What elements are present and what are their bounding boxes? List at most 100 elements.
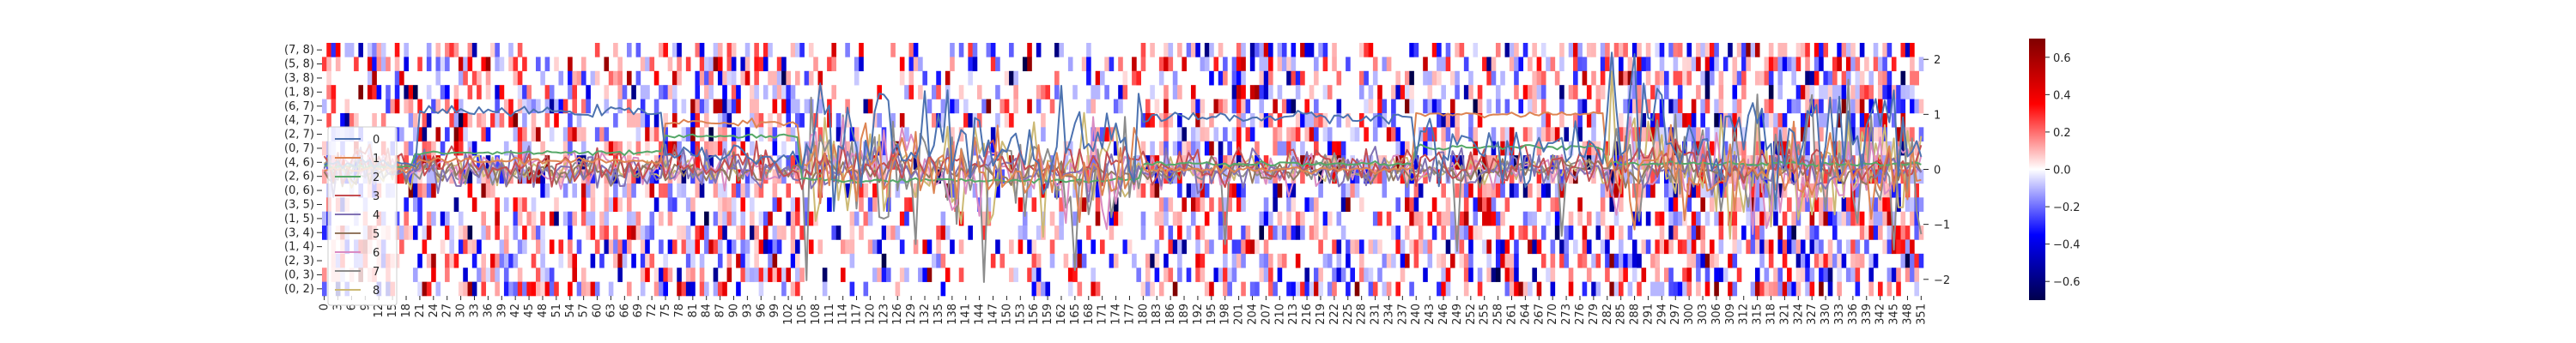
series-line-3 xyxy=(323,138,1923,192)
heatmap-cell xyxy=(877,239,882,255)
heatmap-cell xyxy=(1491,183,1497,198)
heatmap-cell xyxy=(653,169,659,184)
colorbar-tick-label: 0.2 xyxy=(2053,127,2071,140)
heatmap-cell xyxy=(1400,268,1406,282)
heatmap-cell xyxy=(1314,57,1319,72)
heatmap-cell xyxy=(576,70,582,86)
heatmap-cell xyxy=(1113,197,1119,212)
heatmap-cell xyxy=(790,85,796,99)
heatmap-cell xyxy=(1546,268,1551,282)
heatmap-cell xyxy=(762,43,769,57)
heatmap-cell xyxy=(1255,85,1260,99)
heatmap-cell xyxy=(1495,169,1501,184)
heatmap-cell xyxy=(945,70,951,86)
heatmap-cell xyxy=(704,239,709,255)
heatmap-cell xyxy=(1855,268,1861,282)
heatmap-cell xyxy=(495,99,500,114)
heatmap-cell xyxy=(1814,141,1820,156)
heatmap-cell xyxy=(380,57,386,72)
heatmap-cell xyxy=(1696,141,1701,156)
heatmap-cell xyxy=(750,99,755,114)
heatmap-cell xyxy=(1259,226,1265,240)
x-tick-label: 192 xyxy=(1192,304,1205,325)
heatmap-cell xyxy=(1837,112,1842,128)
heatmap-cell xyxy=(1800,239,1806,255)
x-tick-label: 171 xyxy=(1097,304,1109,325)
legend-label: 1 xyxy=(373,153,380,165)
heatmap-cell xyxy=(572,183,578,198)
heatmap-cell xyxy=(717,57,723,72)
heatmap-cell xyxy=(750,85,755,99)
heatmap-cell xyxy=(631,253,636,268)
heatmap-cell xyxy=(731,85,737,99)
heatmap-cell xyxy=(394,85,400,99)
heatmap-cell xyxy=(1546,112,1551,128)
heatmap-cell xyxy=(1619,155,1624,170)
heatmap-cell xyxy=(485,127,491,142)
heatmap-cell xyxy=(1322,253,1328,268)
heatmap-cell xyxy=(1332,169,1337,184)
heatmap-cell xyxy=(1841,211,1847,226)
heatmap-cell xyxy=(1764,268,1770,282)
heatmap-cell xyxy=(1368,281,1374,297)
heatmap-cell xyxy=(463,226,468,240)
heatmap-cell xyxy=(1859,169,1865,184)
x-tick-label: 63 xyxy=(605,304,617,318)
heatmap-cell xyxy=(1631,70,1637,86)
heatmap-cell xyxy=(1332,239,1337,255)
heatmap-cell xyxy=(522,226,527,240)
heatmap-cell xyxy=(376,43,382,57)
heatmap-cell xyxy=(1914,70,1919,86)
heatmap-cell xyxy=(899,211,905,226)
heatmap-cell xyxy=(1777,268,1783,282)
heatmap-cell xyxy=(1704,85,1710,99)
heatmap-cell xyxy=(1568,43,1574,57)
heatmap-cell xyxy=(1631,85,1637,99)
heatmap-cell xyxy=(1009,239,1014,255)
heatmap-cell xyxy=(1809,70,1815,86)
heatmap-cell xyxy=(1850,155,1856,170)
heatmap-cell xyxy=(1641,57,1647,72)
heatmap-cell xyxy=(1668,281,1674,297)
heatmap-cell xyxy=(435,70,441,86)
heatmap-cell xyxy=(1764,239,1770,255)
heatmap-cell xyxy=(1896,99,1901,114)
heatmap-cell xyxy=(1190,85,1196,99)
heatmap-cell xyxy=(1586,268,1592,282)
heatmap-cell xyxy=(471,70,477,86)
heatmap-cell xyxy=(544,99,550,114)
heatmap-cell xyxy=(1118,85,1123,99)
heatmap-cell xyxy=(1532,226,1537,240)
heatmap-cell xyxy=(1163,268,1169,282)
heatmap-cell xyxy=(1204,127,1210,142)
heatmap-cell xyxy=(568,127,573,142)
x-tick-label: 30 xyxy=(455,304,468,318)
heatmap-cell xyxy=(631,211,636,226)
heatmap-cell xyxy=(613,253,618,268)
heatmap-cell xyxy=(1314,226,1319,240)
heatmap-cell xyxy=(831,57,837,72)
heatmap-cell xyxy=(1386,57,1392,72)
heatmap-cell xyxy=(1627,70,1633,86)
heatmap-cell xyxy=(1441,281,1446,297)
heatmap-cell xyxy=(540,253,545,268)
heatmap-cell xyxy=(1350,183,1356,198)
heatmap-cell xyxy=(1878,197,1883,212)
heatmap-cell xyxy=(1391,226,1396,240)
heatmap-cell xyxy=(1158,197,1164,212)
heatmap-cell xyxy=(758,211,764,226)
heatmap-cell xyxy=(1418,226,1424,240)
heatmap-cell xyxy=(1732,99,1738,114)
heatmap-cell xyxy=(1918,169,1924,184)
heatmap-cell xyxy=(1223,70,1228,86)
heatmap-cell xyxy=(1168,226,1174,240)
heatmap-cell xyxy=(1236,57,1242,72)
heatmap-cell xyxy=(631,85,636,99)
heatmap-cell xyxy=(1209,43,1214,57)
x-tick-label: 300 xyxy=(1683,304,1696,325)
heatmap-cell xyxy=(495,85,500,99)
heatmap-cell xyxy=(1605,253,1610,268)
heatmap-cell xyxy=(1477,99,1483,114)
heatmap-cell xyxy=(1291,43,1297,57)
heatmap-cell xyxy=(1223,211,1228,226)
